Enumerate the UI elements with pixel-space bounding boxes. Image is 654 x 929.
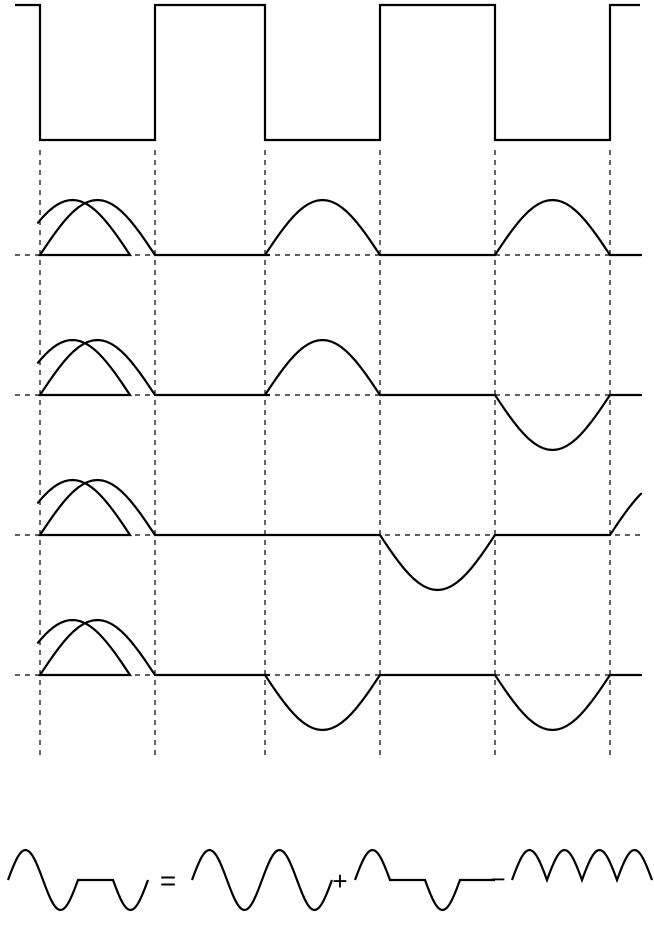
square-wave [15,5,640,140]
equation-wave-3 [512,850,652,880]
wave-row-2 [38,480,641,590]
wave-row-0 [38,200,641,255]
equation-op-0: = [160,865,176,896]
equation-op-2: − [490,864,505,894]
equation-wave-1 [192,850,332,910]
equation-wave-2 [355,850,495,910]
equation-op-1: + [332,866,347,896]
waveform-diagram: = + − [0,0,654,929]
equation-wave-0 [8,850,148,910]
